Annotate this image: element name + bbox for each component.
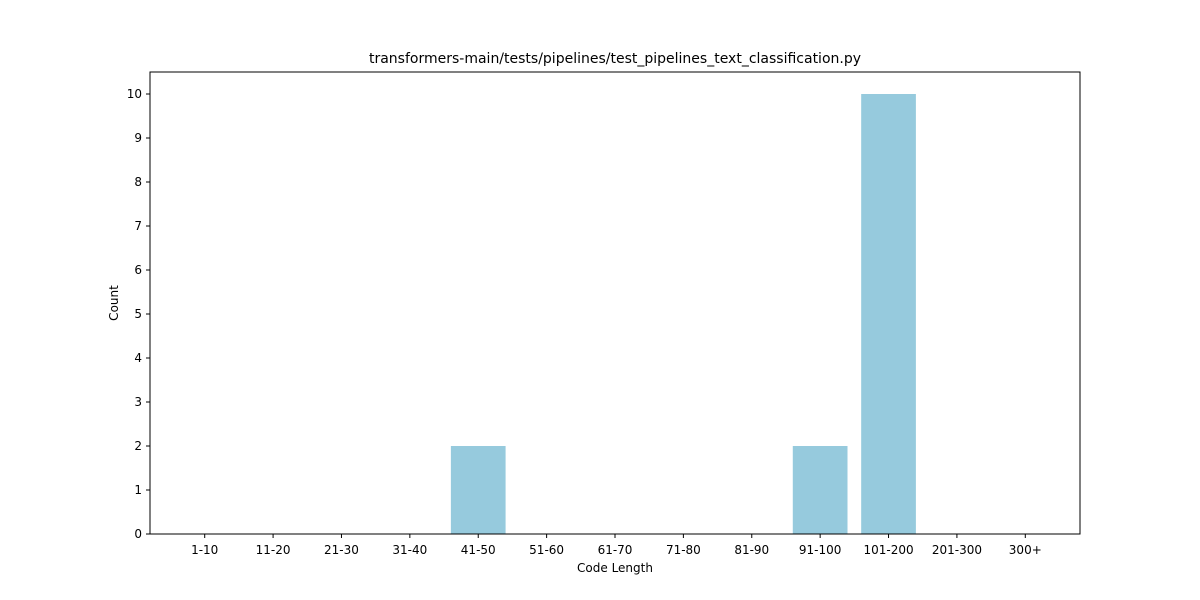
x-tick-label: 11-20	[256, 543, 291, 557]
y-tick-label: 4	[134, 351, 142, 365]
x-tick-label: 81-90	[734, 543, 769, 557]
y-tick-label: 0	[134, 527, 142, 541]
y-tick-label: 5	[134, 307, 142, 321]
y-tick-label: 7	[134, 219, 142, 233]
y-tick-label: 3	[134, 395, 142, 409]
x-tick-label: 51-60	[529, 543, 564, 557]
bars-group	[450, 94, 916, 534]
y-axis-title: Count	[107, 285, 121, 321]
bar-101-200	[861, 94, 916, 534]
bar-91-100	[792, 446, 848, 534]
y-tick-label: 8	[134, 175, 142, 189]
x-axis-title: Code Length	[577, 561, 653, 575]
x-axis: 1-10 11-20 21-30 31-40 41-50 51-60 61-70 71-80 8…	[191, 534, 1042, 557]
x-tick-label: 31-40	[392, 543, 427, 557]
x-tick-label: 1-10	[191, 543, 218, 557]
y-tick-label: 9	[134, 131, 142, 145]
x-tick-label: 21-30	[324, 543, 359, 557]
x-tick-label: 201-300	[932, 543, 982, 557]
x-tick-label: 91-100	[799, 543, 842, 557]
y-tick-label: 2	[134, 439, 142, 453]
x-tick-label: 71-80	[666, 543, 701, 557]
x-tick-label: 101-200	[863, 543, 913, 557]
plot-frame	[149, 71, 1081, 535]
x-tick-label: 61-70	[598, 543, 633, 557]
y-tick-label: 10	[127, 87, 142, 101]
y-axis: 0 1 2 3 4 5 6 7 8 9 10	[127, 87, 150, 541]
chart-title: transformers-main/tests/pipelines/test_p…	[369, 51, 861, 67]
y-tick-label: 1	[134, 483, 142, 497]
y-tick-label: 6	[134, 263, 142, 277]
x-tick-label: 300+	[1009, 543, 1042, 557]
x-tick-label: 41-50	[461, 543, 496, 557]
bar-41-50	[450, 446, 506, 534]
